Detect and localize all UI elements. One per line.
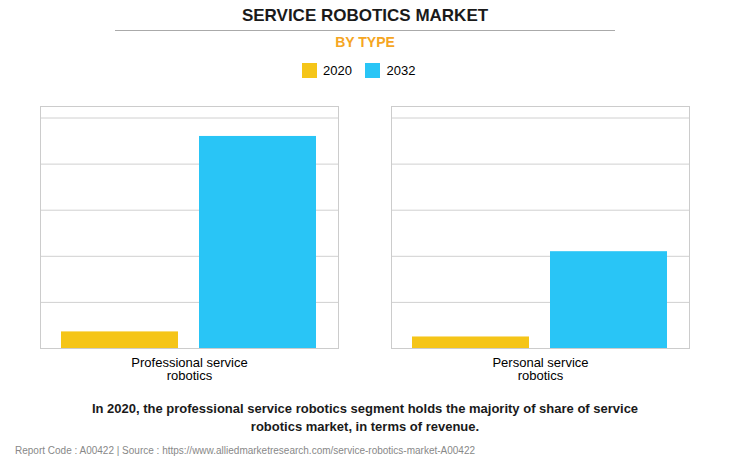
html-text:2020: 2020 <box>323 63 352 78</box>
html-text:2032: 2032 <box>386 63 416 78</box>
svg-text:Professional servicerobotics: Professional servicerobotics <box>131 354 247 382</box>
html-text:Report Code : A00422 | Source: Report Code : A00422 | Source : https://… <box>15 445 475 457</box>
svg-text:Personal servicerobotics: Personal servicerobotics <box>492 354 588 382</box>
html-text:SERVICE ROBOTICS MARKET: SERVICE ROBOTICS MARKET <box>241 6 489 25</box>
html-text:In 2020, the professional serv: In 2020, the professional service roboti… <box>91 400 639 435</box>
html-text:BY TYPE: BY TYPE <box>335 34 395 50</box>
